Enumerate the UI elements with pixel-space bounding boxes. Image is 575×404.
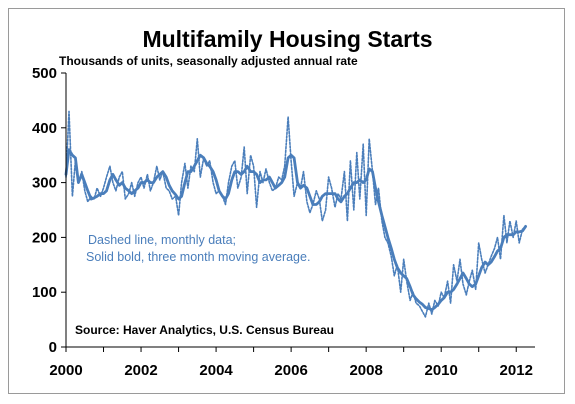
series-moving-average-line <box>64 148 527 312</box>
source-note: Source: Haver Analytics, U.S. Census Bur… <box>75 323 334 337</box>
y-tick-label: 100 <box>32 284 57 301</box>
axes-layer: 0 100 200 300 400 500 2000 2002 2004 2006 2008 2010… <box>32 65 535 379</box>
chart-title: Multifamily Housing Starts <box>142 26 433 52</box>
series-layer <box>64 110 527 318</box>
x-tick-label: 2010 <box>425 362 458 379</box>
y-tick-label: 200 <box>32 229 57 246</box>
legend-note-monthly: Dashed line, monthly data; <box>88 233 237 247</box>
y-tick-label: 0 <box>49 339 57 356</box>
chart-frame <box>8 8 565 394</box>
x-tick-label: 2012 <box>500 362 533 379</box>
chart-subtitle: Thousands of units, seasonally adjusted … <box>59 54 358 68</box>
y-tick-label: 300 <box>32 175 57 192</box>
x-tick-label: 2004 <box>199 362 233 379</box>
x-tick-label: 2000 <box>49 362 82 379</box>
y-tick-label: 400 <box>32 120 57 137</box>
x-tick-label: 2002 <box>124 362 157 379</box>
legend-note-moving-average: Solid bold, three month moving average. <box>86 250 311 264</box>
y-tick-label: 500 <box>32 65 57 82</box>
x-tick-label: 2008 <box>349 362 382 379</box>
x-tick-label: 2006 <box>274 362 307 379</box>
